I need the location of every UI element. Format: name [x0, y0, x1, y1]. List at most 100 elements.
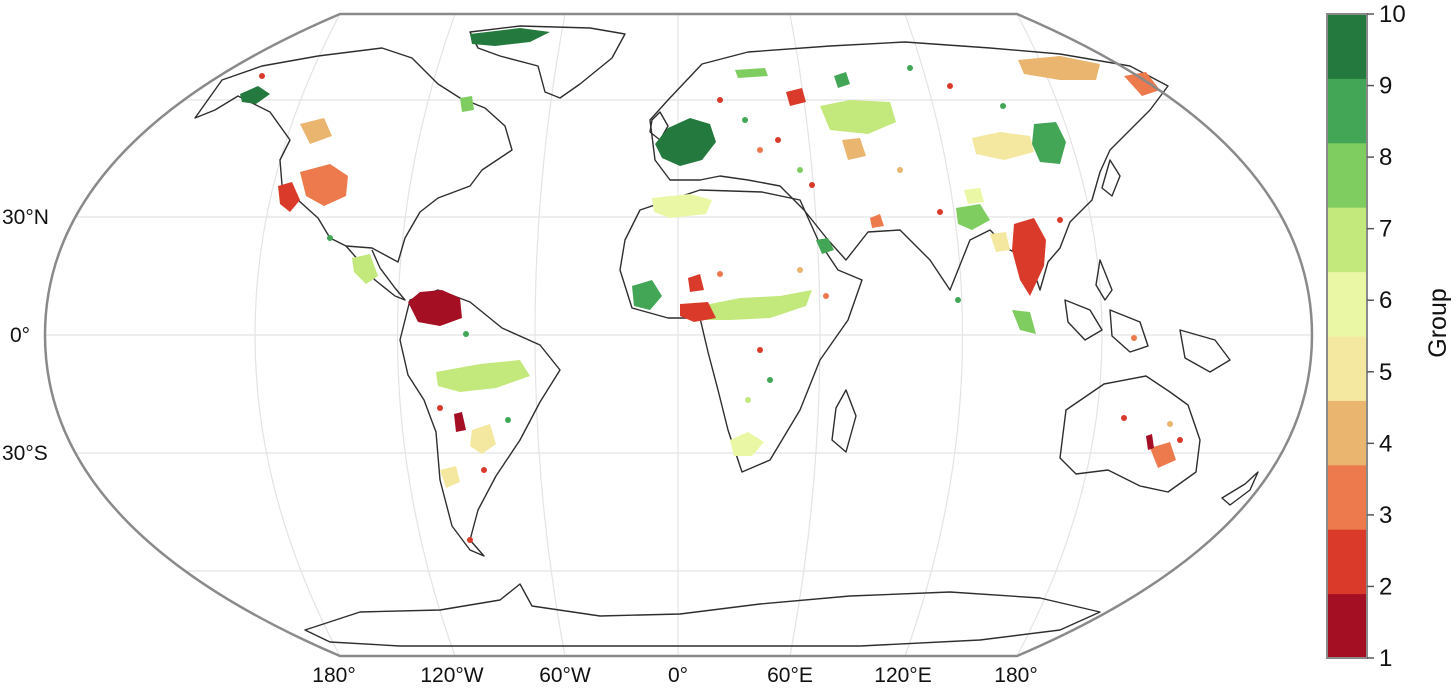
graticule: [45, 14, 1312, 656]
region-patch: [655, 118, 716, 166]
region-patch: [300, 118, 332, 144]
continents: [194, 25, 1259, 647]
map-boundary: [43, 12, 1314, 658]
colorbar-tick-label: 8: [1379, 144, 1392, 171]
lon-label: 120°E: [874, 664, 931, 687]
site-dot: [823, 293, 829, 299]
southeast-asia-islands-outline: [1064, 259, 1231, 373]
lon-label: 60°E: [767, 664, 813, 687]
lon-label: 120°W: [420, 664, 483, 687]
site-dot: [742, 117, 748, 123]
colorbar-swatch: [1327, 464, 1367, 530]
colorbar: 1 2 3 4 5 6 7 8 9 10 Group: [1326, 1, 1452, 672]
lon-label: 0°: [668, 664, 688, 687]
south-america-outline: [399, 289, 561, 557]
site-dot: [809, 182, 815, 188]
colorbar-swatch: [1327, 336, 1367, 401]
site-dot: [1177, 437, 1183, 443]
colorbar-tick-label: 2: [1379, 573, 1392, 600]
region-patch: [956, 204, 990, 230]
region-patch: [964, 188, 984, 204]
region-patch: [1032, 122, 1066, 164]
region-patch: [972, 132, 1034, 160]
region-patch: [730, 432, 764, 456]
colorbar-title: Group: [1424, 288, 1452, 357]
colorbar-swatch: [1327, 400, 1367, 466]
colorbar-tick-label: 9: [1379, 73, 1392, 100]
site-dot: [937, 209, 943, 215]
colorbar-swatch: [1327, 78, 1367, 144]
lon-label: 180°: [312, 664, 355, 687]
site-dot: [1167, 421, 1173, 427]
site-dot: [797, 267, 803, 273]
lat-label: 30°N: [2, 206, 49, 229]
greenland-outline: [469, 25, 626, 99]
region-patch: [436, 360, 530, 392]
region-patch: [1012, 218, 1046, 296]
colorbar-tick-label: 3: [1379, 502, 1392, 529]
colorbar-tick-label: 7: [1379, 216, 1392, 243]
eurasia-outline: [649, 41, 1169, 291]
region-patch: [1146, 434, 1154, 450]
region-patch: [352, 254, 378, 284]
site-dot: [1131, 335, 1137, 341]
region-patch: [240, 86, 270, 104]
region-patch: [300, 164, 348, 206]
region-patch: [454, 412, 466, 432]
colorbar-swatch: [1327, 593, 1367, 659]
region-patch: [735, 68, 768, 78]
region-patch: [1150, 442, 1176, 468]
latitude-labels: 30°N 0° 30°S: [2, 206, 49, 465]
site-dot: [437, 405, 443, 411]
lat-label: 0°: [10, 324, 30, 347]
colorbar-swatch: [1327, 529, 1367, 595]
region-patch: [1012, 310, 1036, 334]
colorbar-swatch: [1327, 142, 1367, 208]
colorbar-tick-label: 10: [1379, 1, 1406, 28]
site-dot: [745, 397, 751, 403]
new-zealand-outline: [1221, 471, 1259, 506]
site-dot: [907, 65, 913, 71]
region-patch: [680, 302, 716, 322]
lon-label: 180°: [994, 664, 1037, 687]
site-dot: [797, 167, 803, 173]
region-patch: [820, 100, 896, 134]
region-patch: [700, 290, 812, 320]
colorbar-tick-label: 5: [1379, 359, 1392, 386]
colorbar-swatches: [1327, 14, 1367, 659]
site-dot: [1000, 103, 1006, 109]
site-dot: [481, 467, 487, 473]
region-patch: [834, 72, 850, 88]
lat-label: 30°S: [2, 442, 48, 465]
site-dot: [505, 417, 511, 423]
site-dot: [463, 331, 469, 337]
region-patch: [990, 232, 1010, 252]
region-patch: [278, 182, 300, 212]
colorbar-tick-label: 4: [1379, 430, 1392, 457]
region-patch: [870, 214, 884, 228]
site-dot: [767, 377, 773, 383]
region-patch: [470, 28, 550, 46]
region-patch: [408, 290, 462, 326]
longitude-labels: 180° 120°W 60°W 0° 60°E 120°E 180°: [312, 664, 1037, 687]
site-dot: [955, 297, 961, 303]
region-patch: [786, 88, 806, 106]
region-patch: [688, 274, 704, 292]
colorbar-swatch: [1327, 14, 1367, 79]
site-dot: [757, 147, 763, 153]
antarctica-outline: [304, 583, 1101, 647]
north-america-outline: [194, 47, 513, 263]
region-patch: [1124, 72, 1160, 96]
colorbar-ticks: 1 2 3 4 5 6 7 8 9 10: [1367, 1, 1406, 672]
site-dot: [259, 73, 265, 79]
site-dot: [775, 137, 781, 143]
africa-outline: [619, 189, 863, 473]
region-patch: [460, 96, 474, 112]
site-dot: [1057, 217, 1063, 223]
madagascar-outline: [831, 389, 857, 453]
region-patch: [632, 280, 662, 310]
region-patch: [652, 194, 712, 218]
site-dot: [947, 83, 953, 89]
region-patches: [240, 28, 1176, 488]
